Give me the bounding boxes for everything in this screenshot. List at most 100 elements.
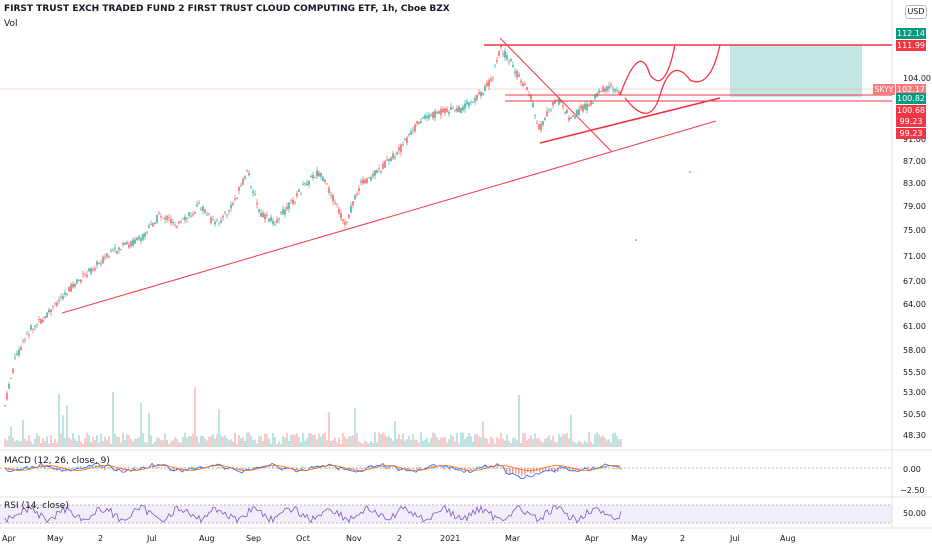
- volume-bar: [572, 441, 574, 447]
- candle-body: [480, 91, 482, 97]
- candle-body: [606, 86, 608, 91]
- candle-body: [30, 325, 32, 330]
- volume-bar: [558, 434, 560, 447]
- price-axis-label: 104.00: [903, 74, 931, 83]
- candle-body: [474, 97, 476, 102]
- macd-histogram-bar: [224, 468, 226, 471]
- candle-body: [174, 224, 176, 226]
- price-axis-label: 91.00: [903, 135, 926, 144]
- candle-body: [438, 111, 440, 114]
- candle-body: [400, 144, 402, 153]
- macd-histogram-bar: [266, 467, 268, 469]
- candle-body: [326, 183, 328, 185]
- volume-bar: [26, 440, 28, 447]
- macd-histogram-bar: [83, 466, 85, 469]
- volume-bar: [300, 442, 302, 447]
- candle-body: [588, 104, 590, 107]
- volume-bar: [100, 433, 102, 447]
- volume-bar: [484, 437, 486, 447]
- volume-bar: [378, 432, 380, 447]
- macd-histogram-bar: [326, 468, 328, 469]
- volume-bar: [356, 432, 358, 447]
- volume-bar: [556, 442, 558, 447]
- volume-bar: [606, 440, 608, 447]
- time-axis-label: 2: [98, 534, 104, 543]
- volume-bar: [384, 434, 386, 447]
- price-tag: 102.17: [896, 84, 926, 95]
- volume-bar: [272, 432, 274, 447]
- macd-label[interactable]: MACD (12, 26, close, 9): [4, 456, 110, 466]
- time-axis-label: Jul: [730, 534, 740, 543]
- candle-body: [106, 253, 108, 257]
- candle-body: [138, 236, 140, 239]
- rsi-label[interactable]: RSI (14, close): [4, 501, 69, 511]
- candle-body: [574, 116, 576, 119]
- macd-histogram-bar: [401, 468, 403, 470]
- candle-body: [466, 101, 468, 105]
- candle-body: [52, 305, 54, 307]
- candle-body: [54, 302, 56, 304]
- projection-path-1: [619, 44, 676, 96]
- volume-bar: [220, 434, 222, 447]
- volume-bar: [198, 442, 200, 447]
- candle-body: [152, 222, 154, 227]
- candle-body: [440, 108, 442, 116]
- price-axis-label: 83.00: [903, 179, 926, 188]
- descending-trendline: [499, 37, 613, 153]
- volume-bar: [578, 440, 580, 447]
- volume-bar: [424, 439, 426, 447]
- candle-body: [524, 84, 526, 86]
- volume-bar: [242, 437, 244, 447]
- volume-bar: [54, 438, 56, 447]
- macd-histogram-bar: [278, 468, 280, 470]
- candle-body: [470, 101, 472, 103]
- volume-bar: [550, 440, 552, 447]
- candle-body: [424, 115, 426, 119]
- candle-body: [582, 105, 584, 112]
- macd-histogram-bar: [554, 468, 556, 473]
- candle-body: [604, 88, 606, 92]
- candle-body: [162, 217, 164, 219]
- candle-body: [510, 59, 512, 62]
- volume-bar: [516, 440, 518, 447]
- volume-bar: [514, 437, 516, 447]
- candle-body: [56, 302, 58, 306]
- candle-body: [550, 110, 552, 111]
- volume-bar: [60, 433, 62, 447]
- candle-body: [172, 221, 174, 224]
- macd-histogram-bar: [542, 468, 544, 472]
- volume-bar: [250, 435, 252, 447]
- volume-bar: [68, 437, 70, 447]
- volume-bar: [368, 443, 370, 447]
- macd-histogram-bar: [410, 468, 412, 469]
- rsi-axis-50: 50.00: [903, 509, 926, 518]
- volume-bar: [96, 435, 98, 447]
- volume-bar: [588, 432, 590, 447]
- volume-bar: [48, 443, 50, 447]
- volume-bar: [8, 435, 10, 447]
- volume-bar: [126, 434, 128, 447]
- macd-histogram-bar: [296, 468, 298, 471]
- volume-bar: [184, 432, 186, 447]
- time-axis-label: Aug: [199, 534, 215, 543]
- candle-body: [468, 102, 470, 107]
- candle-body: [154, 222, 156, 225]
- volume-bar: [570, 415, 572, 447]
- volume-bar: [594, 433, 596, 447]
- volume-bar: [70, 439, 72, 447]
- volume-bar: [620, 438, 622, 447]
- candle-body: [324, 179, 326, 183]
- candle-body: [564, 112, 566, 113]
- candle-body: [514, 71, 516, 74]
- candle-body: [296, 192, 298, 197]
- volume-bar: [92, 436, 94, 447]
- candle-body: [538, 124, 540, 130]
- candle-body: [256, 202, 258, 205]
- volume-bar: [44, 441, 46, 447]
- currency-button[interactable]: USD: [905, 5, 927, 19]
- candle-body: [240, 185, 242, 186]
- candle-body: [144, 233, 146, 237]
- candle-body: [190, 215, 192, 217]
- candle-body: [28, 334, 30, 336]
